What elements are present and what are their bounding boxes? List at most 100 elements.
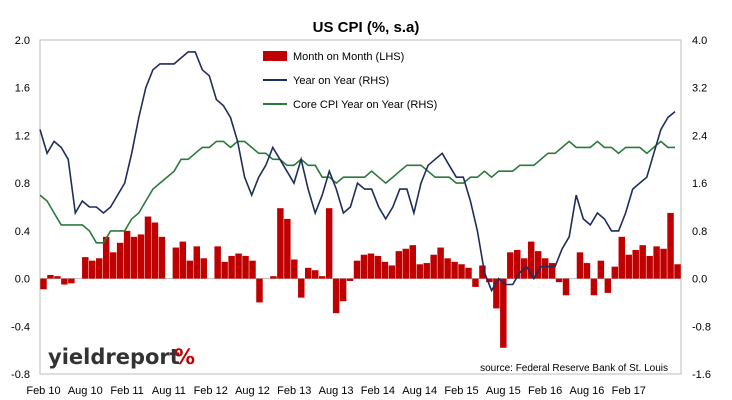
mom-bar bbox=[590, 278, 598, 296]
x-tick-label: Aug 10 bbox=[68, 385, 103, 397]
mom-bar bbox=[137, 234, 145, 279]
right-tick-label: 3.2 bbox=[692, 83, 707, 95]
mom-bar bbox=[583, 263, 591, 279]
left-tick-label: -0.4 bbox=[11, 321, 30, 333]
x-tick-label: Feb 11 bbox=[110, 385, 143, 397]
mom-bar bbox=[367, 253, 375, 279]
mom-bar bbox=[235, 253, 242, 279]
left-tick-label: -0.8 bbox=[11, 369, 30, 381]
legend: Month on Month (LHS) Year on Year (RHS) … bbox=[263, 51, 437, 111]
mom-bar bbox=[611, 266, 619, 279]
mom-bar bbox=[242, 255, 249, 279]
mom-bar bbox=[562, 278, 570, 296]
mom-bar bbox=[660, 248, 667, 279]
mom-bar bbox=[430, 254, 437, 279]
right-tick-label: -1.6 bbox=[692, 369, 711, 381]
mom-bar bbox=[249, 260, 256, 279]
mom-bar bbox=[47, 274, 54, 279]
mom-bar bbox=[576, 252, 584, 279]
mom-bar bbox=[618, 236, 626, 279]
mom-bar bbox=[458, 264, 465, 279]
x-tick-label: Feb 10 bbox=[26, 385, 60, 397]
mom-bar bbox=[305, 267, 312, 279]
mom-bar bbox=[123, 230, 131, 279]
mom-bar bbox=[632, 249, 639, 279]
right-tick-label: 0.0 bbox=[692, 274, 707, 286]
mom-bar bbox=[388, 265, 396, 279]
mom-bar bbox=[61, 278, 68, 285]
left-axis: -0.8 -0.4 0.0 0.4 0.8 1.2 1.6 2.0 bbox=[11, 35, 30, 381]
mom-bar bbox=[514, 249, 521, 279]
mom-bar bbox=[130, 236, 138, 279]
mom-bar bbox=[423, 263, 430, 279]
mom-bar bbox=[214, 246, 221, 279]
right-tick-label: 4.0 bbox=[692, 35, 707, 47]
x-tick-label: Aug 11 bbox=[152, 385, 186, 397]
mom-bar bbox=[451, 261, 458, 279]
mom-bar bbox=[604, 278, 612, 293]
left-tick-label: 0.0 bbox=[15, 274, 30, 286]
mom-bar bbox=[284, 218, 291, 279]
mom-bar bbox=[465, 267, 472, 279]
mom-bar bbox=[325, 208, 333, 279]
plot-area bbox=[39, 39, 682, 375]
right-tick-label: 0.8 bbox=[692, 226, 707, 238]
mom-bar bbox=[193, 246, 200, 279]
mom-bar bbox=[200, 258, 207, 279]
x-tick-label: Feb 15 bbox=[444, 385, 478, 397]
mom-bar bbox=[68, 278, 75, 284]
mom-bar bbox=[374, 255, 382, 279]
mom-bar bbox=[102, 236, 110, 279]
x-tick-label: Aug 15 bbox=[486, 385, 521, 397]
x-tick-label: Feb 12 bbox=[194, 385, 228, 397]
x-tick-label: Feb 16 bbox=[528, 385, 562, 397]
right-tick-label: 2.4 bbox=[692, 130, 707, 142]
chart-title: US CPI (%, s.a) bbox=[313, 19, 420, 36]
mom-bar bbox=[318, 276, 326, 279]
mom-bar bbox=[548, 263, 556, 279]
mom-bar bbox=[646, 255, 653, 279]
core-yoy-line bbox=[39, 140, 675, 244]
mom-bar bbox=[444, 258, 451, 279]
mom-bar bbox=[298, 278, 305, 298]
x-tick-label: Feb 17 bbox=[612, 385, 646, 397]
mom-bar bbox=[109, 252, 117, 279]
mom-bar bbox=[54, 276, 61, 279]
mom-bar bbox=[116, 242, 124, 279]
mom-bar bbox=[228, 255, 235, 279]
mom-bar bbox=[172, 247, 180, 279]
mom-bar bbox=[479, 265, 486, 279]
mom-bar bbox=[381, 261, 389, 279]
mom-bar bbox=[416, 264, 423, 279]
mom-bar bbox=[221, 261, 228, 279]
mom-bar bbox=[277, 208, 284, 279]
mom-bar bbox=[667, 212, 674, 279]
mom-bar bbox=[472, 278, 479, 287]
x-tick-label: Aug 16 bbox=[570, 385, 605, 397]
right-tick-label: 1.6 bbox=[692, 178, 707, 190]
mom-bar bbox=[486, 278, 493, 283]
legend-label-core: Core CPI Year on Year (RHS) bbox=[293, 99, 437, 111]
yoy-line bbox=[39, 51, 676, 293]
mom-bar bbox=[339, 278, 347, 302]
x-tick-label: Feb 13 bbox=[277, 385, 311, 397]
mom-bar bbox=[534, 251, 542, 279]
yieldreport-logo: yieldreport % bbox=[48, 345, 195, 369]
mom-bar bbox=[653, 246, 660, 279]
mom-bar bbox=[40, 278, 47, 290]
left-tick-label: 0.4 bbox=[15, 226, 30, 238]
left-tick-label: 0.8 bbox=[15, 178, 30, 190]
mom-bar bbox=[500, 278, 507, 348]
mom-bar bbox=[89, 260, 96, 279]
left-tick-label: 2.0 bbox=[15, 35, 30, 47]
x-tick-label: Aug 13 bbox=[319, 385, 354, 397]
mom-bar bbox=[144, 216, 152, 279]
mom-bar bbox=[291, 259, 298, 279]
mom-bar bbox=[332, 278, 340, 314]
mom-bar bbox=[639, 245, 646, 279]
x-tick-label: Aug 12 bbox=[235, 385, 270, 397]
x-tick-label: Aug 14 bbox=[402, 385, 437, 397]
mom-bar bbox=[151, 222, 159, 279]
mom-bar bbox=[437, 247, 444, 279]
